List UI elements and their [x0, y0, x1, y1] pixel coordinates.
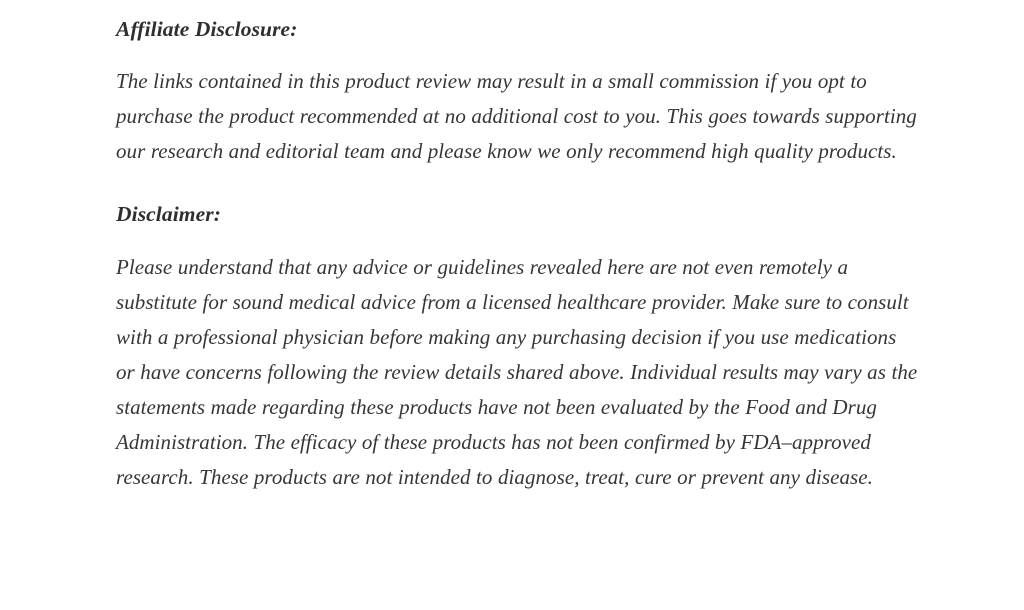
affiliate-disclosure-body: The links contained in this product revi… — [116, 69, 917, 163]
affiliate-disclosure-section: Affiliate Disclosure: The links containe… — [116, 14, 918, 169]
disclaimer-body: Please understand that any advice or gui… — [116, 255, 918, 489]
disclaimer-section: Disclaimer: Please understand that any a… — [116, 199, 918, 495]
disclaimer-heading: Disclaimer: — [116, 202, 221, 226]
affiliate-disclosure-heading: Affiliate Disclosure: — [116, 17, 298, 41]
